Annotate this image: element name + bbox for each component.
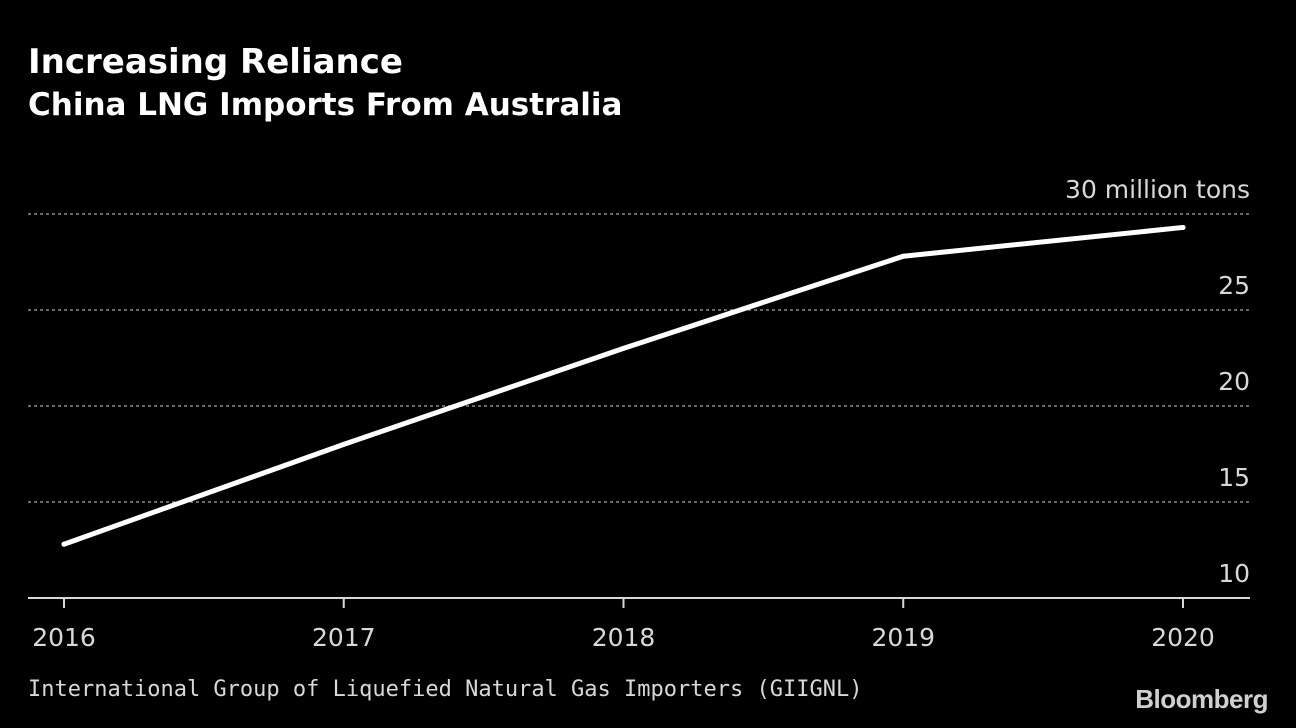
- x-tick-label: 2017: [312, 623, 376, 652]
- y-tick-label: 15: [1218, 463, 1250, 492]
- data-point: [61, 541, 67, 547]
- y-tick-label: 30 million tons: [1065, 175, 1250, 204]
- source-note: International Group of Liquefied Natural…: [28, 677, 863, 702]
- y-tick-label: 20: [1218, 367, 1250, 396]
- series-line: [61, 224, 1186, 547]
- y-tick-label: 25: [1218, 271, 1250, 300]
- x-tick-label: 2020: [1151, 623, 1215, 652]
- chart-subtitle: China LNG Imports From Australia: [28, 87, 623, 123]
- y-tick-label: 10: [1218, 559, 1250, 588]
- chart-title: Increasing Reliance: [28, 42, 403, 82]
- x-tick-label: 2019: [871, 623, 935, 652]
- data-point: [621, 345, 626, 351]
- data-point: [900, 253, 906, 259]
- data-point: [341, 441, 347, 447]
- x-tick-label: 2018: [592, 623, 656, 652]
- bloomberg-logo: Bloomberg: [1135, 684, 1268, 714]
- x-tick-label: 2016: [32, 623, 96, 652]
- data-point: [1180, 224, 1186, 230]
